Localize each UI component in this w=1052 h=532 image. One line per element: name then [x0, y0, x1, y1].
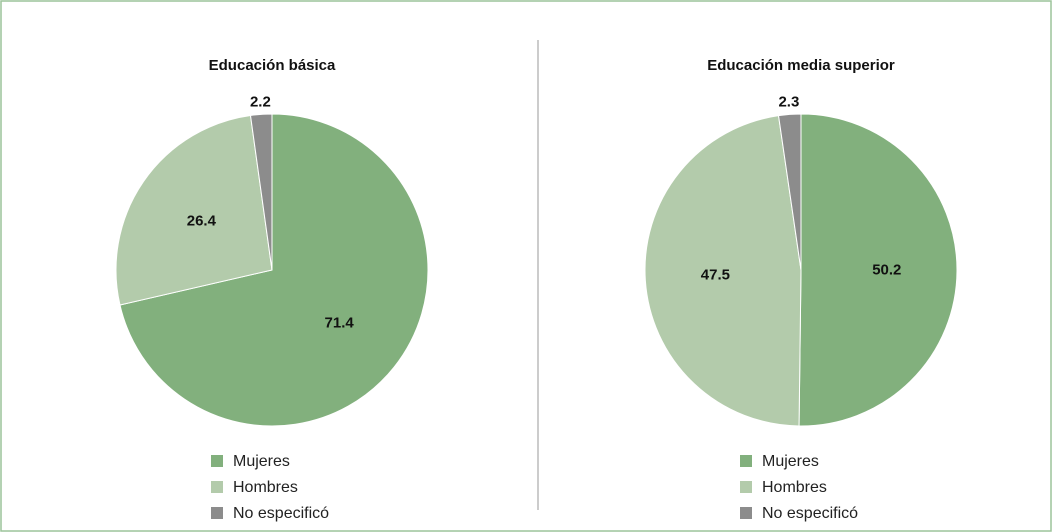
- chart-title: Educación media superior: [707, 57, 895, 74]
- legend-label: No especificó: [233, 505, 329, 522]
- legend-swatch: [740, 455, 752, 467]
- data-label: 2.3: [778, 93, 799, 110]
- pie-slice: [644, 115, 802, 427]
- data-label: 2.2: [250, 93, 271, 110]
- legend-swatch: [211, 481, 223, 493]
- data-label: 71.4: [325, 314, 355, 331]
- legend-swatch: [211, 507, 223, 519]
- legend-label: Hombres: [233, 479, 298, 496]
- pie-slice: [798, 113, 958, 427]
- pie-slice: [119, 113, 429, 427]
- pie-slice: [249, 113, 273, 271]
- legend-label: Mujeres: [762, 453, 819, 470]
- legend-label: Hombres: [762, 479, 827, 496]
- legend-label: No especificó: [762, 505, 858, 522]
- legend-swatch: [211, 455, 223, 467]
- chart-title: Educación básica: [209, 57, 336, 74]
- pie-slice: [777, 113, 802, 271]
- data-label: 26.4: [187, 212, 217, 229]
- pie-slice: [115, 114, 273, 306]
- data-label: 47.5: [701, 267, 730, 284]
- data-label: 50.2: [872, 262, 901, 279]
- legend-swatch: [740, 507, 752, 519]
- legend-swatch: [740, 481, 752, 493]
- legend-label: Mujeres: [233, 453, 290, 470]
